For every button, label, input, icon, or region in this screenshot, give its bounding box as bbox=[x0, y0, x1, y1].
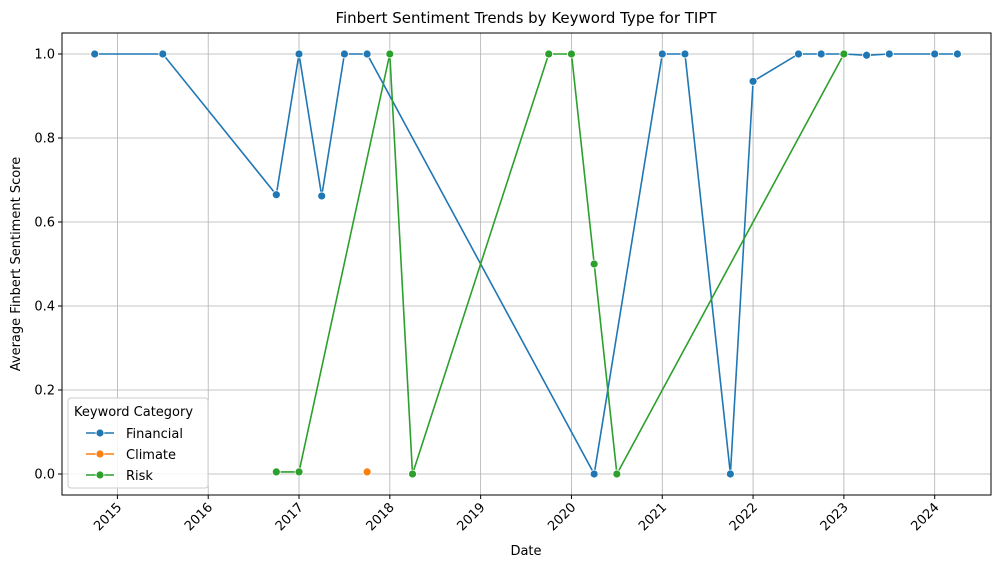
data-point bbox=[612, 469, 622, 479]
chart-title: Finbert Sentiment Trends by Keyword Type… bbox=[335, 9, 717, 27]
y-tick-label: 0.6 bbox=[34, 216, 55, 231]
data-point bbox=[271, 467, 281, 477]
plot-frame bbox=[61, 32, 992, 496]
grid-lines bbox=[62, 33, 991, 495]
y-tick-label: 0.0 bbox=[34, 468, 55, 483]
legend-label: Financial bbox=[126, 427, 183, 442]
data-point bbox=[589, 469, 599, 479]
data-point bbox=[340, 49, 349, 59]
data-point bbox=[567, 49, 576, 59]
data-point bbox=[408, 469, 417, 479]
data-point bbox=[362, 467, 372, 477]
data-point bbox=[294, 49, 304, 59]
data-point bbox=[589, 259, 599, 269]
data-point bbox=[362, 49, 372, 59]
series-climate bbox=[362, 467, 372, 477]
y-tick-label: 0.2 bbox=[34, 384, 55, 399]
legend-label: Climate bbox=[126, 448, 176, 463]
data-point bbox=[294, 467, 304, 477]
plot-series bbox=[90, 49, 962, 479]
data-point bbox=[90, 49, 100, 59]
legend-marker bbox=[95, 470, 105, 480]
data-point bbox=[930, 49, 940, 59]
legend-marker bbox=[95, 449, 105, 459]
data-point bbox=[544, 49, 554, 59]
data-point bbox=[816, 49, 826, 59]
data-point bbox=[271, 190, 281, 200]
data-point bbox=[317, 191, 327, 201]
data-point bbox=[862, 50, 871, 60]
x-axis-label: Date bbox=[510, 544, 541, 559]
data-point bbox=[839, 49, 849, 59]
data-point bbox=[725, 469, 735, 479]
legend-label: Risk bbox=[126, 469, 153, 484]
y-tick-label: 0.4 bbox=[34, 300, 55, 315]
data-point bbox=[385, 49, 395, 59]
legend-box bbox=[67, 397, 209, 489]
legend: Keyword Category Financial Climate Risk bbox=[67, 397, 209, 489]
y-tick-label: 0.8 bbox=[34, 132, 55, 147]
legend-marker bbox=[95, 428, 105, 438]
data-point bbox=[952, 49, 962, 59]
data-point bbox=[884, 49, 894, 59]
series-financial bbox=[90, 49, 962, 479]
legend-items: Financial Climate Risk bbox=[86, 427, 183, 484]
y-axis-label: Average Finbert Sentiment Score bbox=[9, 157, 24, 371]
data-point bbox=[657, 49, 667, 59]
data-point bbox=[748, 76, 758, 86]
legend-title: Keyword Category bbox=[74, 405, 193, 420]
data-point bbox=[794, 49, 803, 59]
data-point bbox=[158, 49, 168, 59]
y-tick-label: 1.0 bbox=[34, 48, 55, 63]
series-risk bbox=[271, 49, 849, 479]
data-point bbox=[680, 49, 690, 59]
